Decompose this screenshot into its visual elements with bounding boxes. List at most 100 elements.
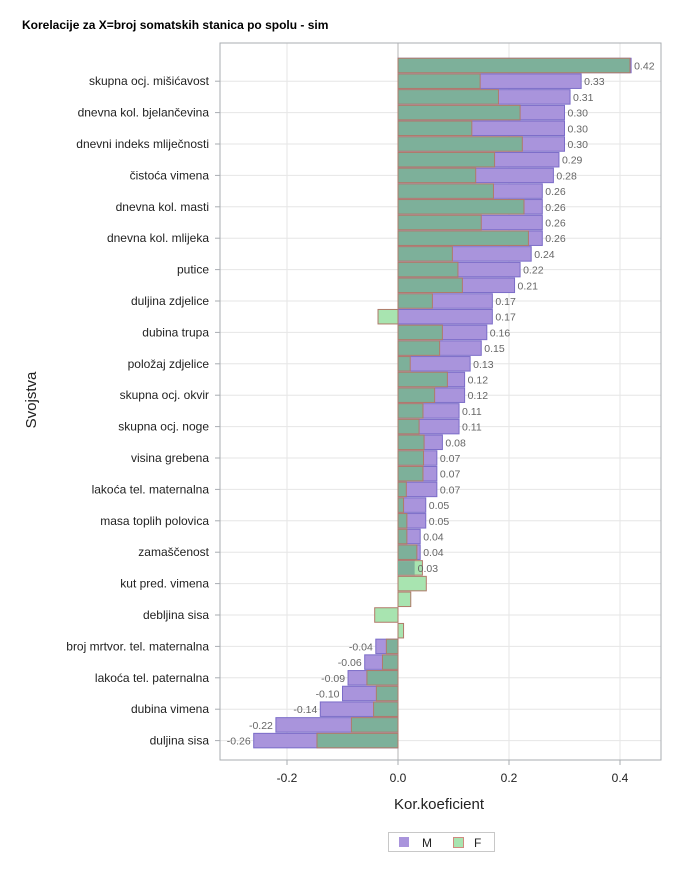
bar-f (397, 277, 463, 294)
y-tick-label: visina grebena (131, 451, 209, 465)
legend-label-m: M (422, 836, 432, 850)
data-label-m: 0.16 (490, 327, 511, 339)
y-axis-labels: skupna ocj. mišićavost dnevna kol. bjelan… (66, 74, 220, 748)
y-tick-label: duljina sisa (150, 734, 210, 748)
y-tick-label: masa toplih polovica (100, 514, 209, 528)
data-label-m: 0.30 (568, 108, 589, 120)
y-tick-label: dnevni indeks mliječnosti (76, 137, 209, 151)
bar-f (397, 591, 412, 608)
bar-f (397, 465, 424, 482)
data-label-m: 0.21 (518, 280, 539, 292)
data-label-m: 0.29 (562, 155, 583, 167)
bar-f (397, 324, 443, 341)
bar-f (397, 104, 521, 121)
data-label-m: 0.17 (495, 312, 516, 324)
data-label-m: 0.03 (418, 563, 439, 575)
chart-title: Korelacije za X=broj somatskih stanica p… (22, 18, 328, 32)
bar-f (397, 183, 494, 199)
bar-f (397, 340, 441, 356)
data-label-m: -0.06 (338, 657, 362, 669)
bar-f (397, 387, 436, 403)
bar-f (397, 622, 405, 639)
bar-f (397, 418, 420, 435)
bar-f (375, 685, 399, 702)
bar-f (377, 308, 399, 325)
data-label-m: 0.12 (468, 390, 489, 402)
y-tick-label: dubina trupa (142, 325, 209, 339)
data-label-m: -0.22 (249, 720, 273, 732)
data-label-m: 0.26 (545, 218, 566, 230)
y-tick-label: lakoća tel. paternalna (95, 671, 209, 685)
bar-f (374, 607, 399, 623)
bar-m (397, 308, 493, 325)
bar-f (397, 199, 525, 215)
y-tick-label: putice (177, 263, 209, 277)
bar-f-overlap (398, 561, 415, 575)
y-tick-label: položaj zdjelice (128, 357, 210, 371)
bar-f (397, 214, 482, 231)
y-tick-label: skupna ocj. noge (118, 420, 209, 434)
bar-f (397, 481, 407, 498)
data-label-m: 0.33 (584, 76, 605, 88)
bar-f (397, 356, 411, 372)
x-axis-ticks: -0.2 0.0 0.2 0.4 (277, 760, 629, 785)
data-label-m: 0.08 (445, 437, 466, 449)
data-label-m: 0.12 (468, 375, 489, 387)
data-label-m: 0.07 (440, 469, 461, 481)
data-label-m: 0.28 (556, 170, 577, 182)
bar-f (397, 151, 496, 168)
bar-f (373, 701, 399, 717)
bar-f (397, 136, 523, 152)
data-label-m: 0.07 (440, 484, 461, 496)
data-label-m: 0.05 (429, 516, 450, 528)
y-tick-label: dnevna kol. masti (116, 200, 209, 214)
data-label-m: 0.04 (423, 532, 444, 544)
data-label-m: 0.26 (545, 233, 566, 245)
data-label-m: -0.14 (293, 704, 317, 716)
y-tick-label: duljina zdjelice (131, 294, 209, 308)
data-label-m: 0.11 (462, 406, 482, 418)
data-label-m: 0.13 (473, 359, 494, 371)
legend-swatch-f (453, 837, 464, 848)
bar-f (397, 246, 453, 262)
legend-label-f: F (474, 836, 481, 850)
y-tick-label: lakoća tel. maternalna (92, 482, 210, 496)
y-tick-label: skupna ocj. okvir (120, 388, 209, 402)
x-axis-title: Kor.koeficient (394, 796, 485, 813)
x-tick-label: -0.2 (277, 771, 298, 785)
bar-f (397, 120, 473, 137)
bar-f (397, 450, 425, 466)
bar-f (397, 497, 405, 513)
bar-f (397, 434, 425, 451)
bar-f (385, 638, 399, 655)
bar-f (397, 89, 499, 105)
bar-f (397, 73, 481, 89)
data-label-m: -0.10 (316, 689, 340, 701)
legend-swatch-m (399, 837, 409, 847)
data-label-m: 0.22 (523, 265, 544, 277)
data-label-m: 0.31 (573, 92, 594, 104)
bar-f (381, 654, 399, 670)
data-label-m: 0.26 (545, 202, 566, 214)
bar-f (397, 544, 418, 560)
x-tick-label: 0.4 (612, 771, 629, 785)
y-tick-label: dnevna kol. bjelančevina (78, 106, 210, 120)
data-label-m: 0.30 (568, 139, 589, 151)
data-label-m: 0.07 (440, 453, 461, 465)
bar-f (397, 371, 448, 388)
y-tick-label: dubina vimena (131, 702, 209, 716)
data-label-m: 0.30 (568, 123, 589, 135)
data-label-m: 0.17 (495, 296, 516, 308)
data-label-m: 0.42 (634, 61, 655, 73)
bars: 0.42 0.33 0.31 0.30 0.30 0.30 0.29 0.28 0.26 0.26… (227, 57, 655, 749)
bar-f (350, 717, 399, 733)
data-label-m: 0.24 (534, 249, 555, 261)
y-tick-label: dnevna kol. mlijeka (107, 231, 209, 245)
y-tick-label: zamaščenost (138, 545, 209, 559)
bar-f (397, 57, 631, 74)
legend: M F (388, 832, 495, 852)
data-label-m: 0.05 (429, 500, 450, 512)
bar-f (397, 403, 424, 419)
data-label-m: 0.26 (545, 186, 566, 198)
